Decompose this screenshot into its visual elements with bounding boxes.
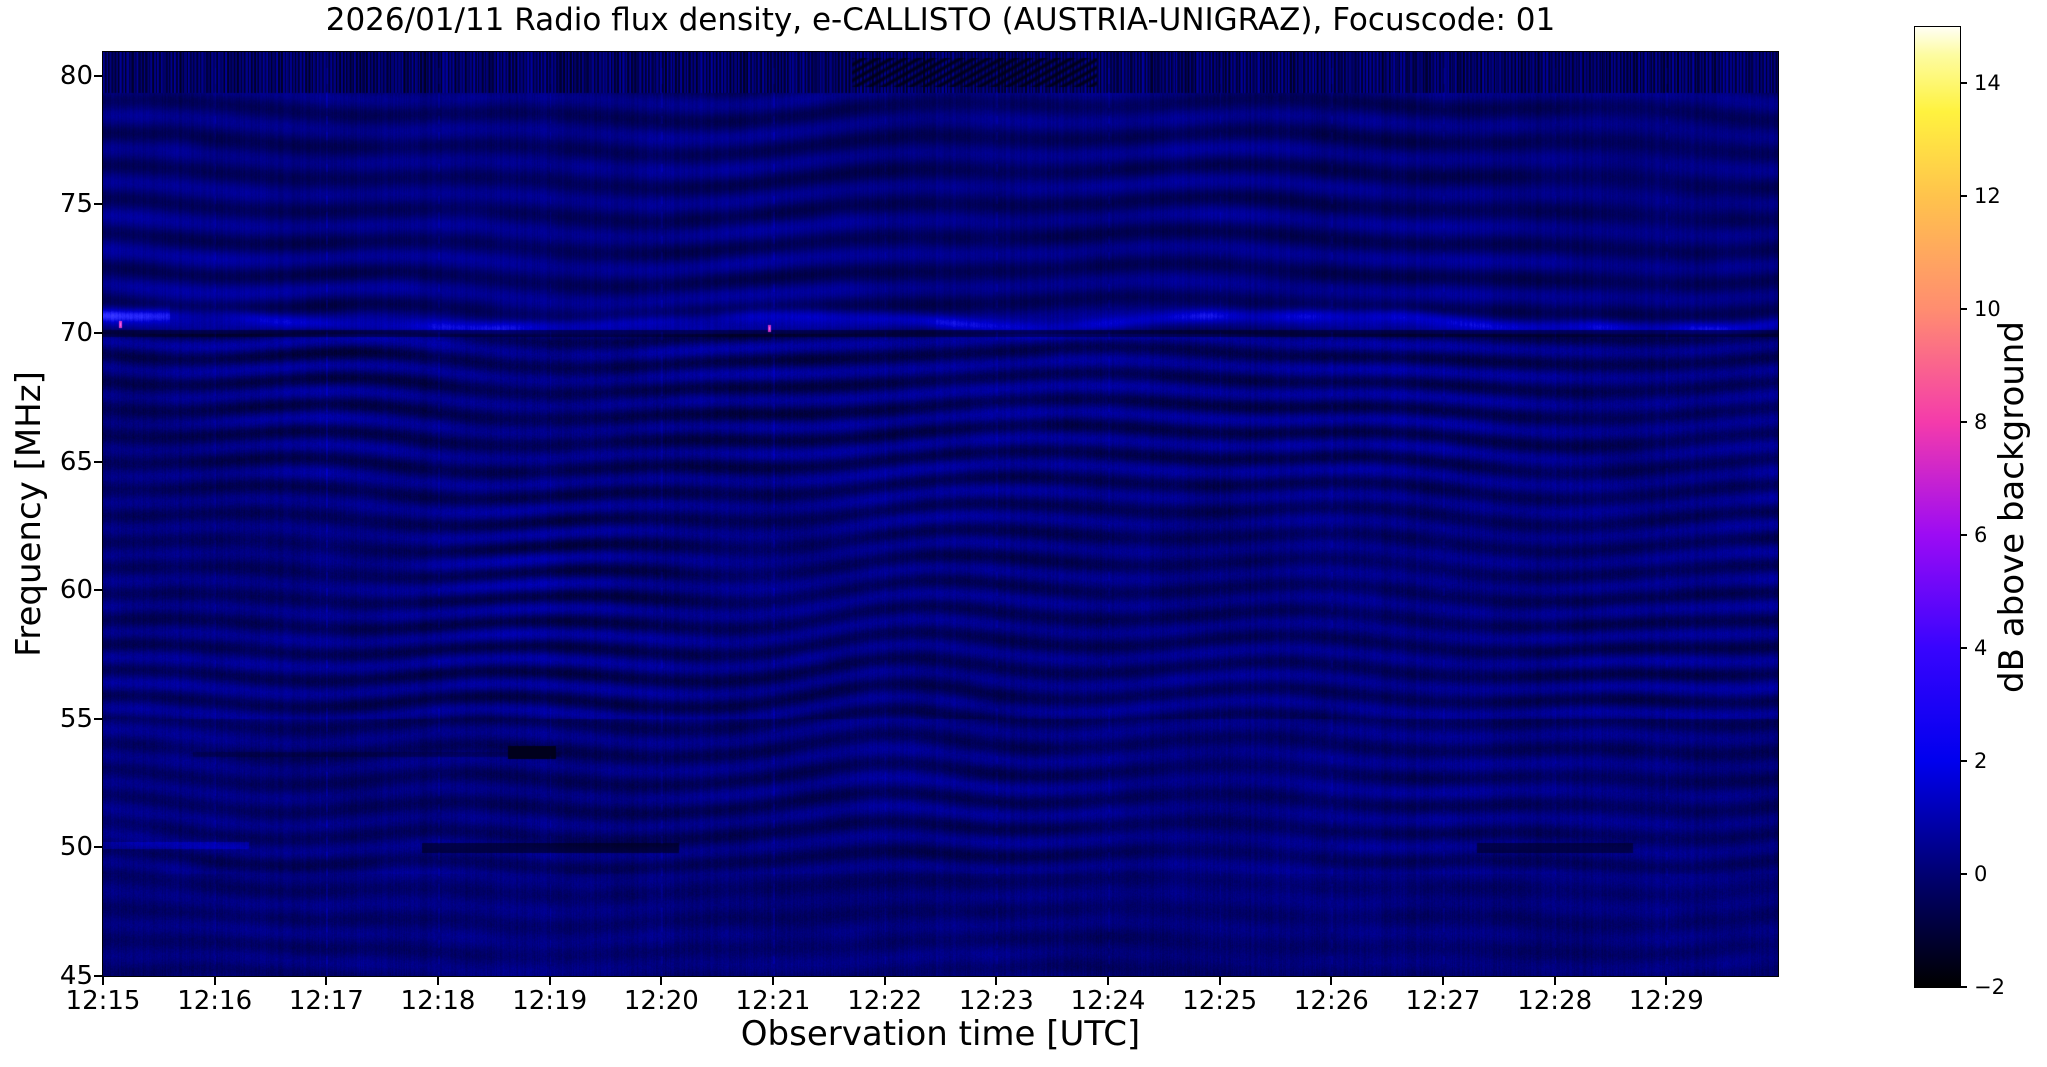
chart-title: 2026/01/11 Radio flux density, e-CALLIST… <box>325 2 1556 38</box>
colorbar-tick-mark <box>1960 534 1967 537</box>
x-tick-label: 12:20 <box>623 986 699 1016</box>
x-tick-label: 12:17 <box>288 986 364 1016</box>
x-tick-label: 12:26 <box>1293 986 1369 1016</box>
x-axis-label: Observation time [UTC] <box>740 1014 1141 1054</box>
x-tick-label: 12:24 <box>1070 986 1146 1016</box>
x-tick-mark <box>213 976 216 985</box>
x-tick-mark <box>995 976 998 985</box>
x-tick-mark <box>1553 976 1556 985</box>
x-tick-label: 12:27 <box>1405 986 1481 1016</box>
x-tick-mark <box>1107 976 1109 985</box>
colorbar-tick-mark <box>1960 760 1967 763</box>
colorbar-tick-mark <box>1960 421 1967 424</box>
y-tick-label: 60 <box>59 575 93 606</box>
y-tick-mark <box>94 717 103 720</box>
y-tick-mark <box>94 460 103 463</box>
colorbar-tick-label: 10 <box>1974 297 2001 322</box>
x-tick-label: 12:19 <box>512 986 588 1016</box>
colorbar-tick-label: 8 <box>1974 410 1988 435</box>
y-tick-label: 50 <box>59 832 93 863</box>
x-tick-mark <box>772 976 774 985</box>
x-tick-mark <box>883 976 886 985</box>
x-tick-mark <box>437 976 439 985</box>
x-tick-label: 12:29 <box>1628 986 1704 1016</box>
x-tick-mark <box>548 976 551 985</box>
y-tick-mark <box>94 203 103 206</box>
y-tick-mark <box>94 589 103 592</box>
colorbar-tick-mark <box>1960 195 1967 198</box>
y-tick-label: 45 <box>59 961 93 991</box>
x-tick-label: 12:25 <box>1182 986 1258 1016</box>
x-tick-mark <box>325 976 328 985</box>
y-tick-label: 65 <box>59 446 93 477</box>
colorbar-tick-mark <box>1960 873 1967 876</box>
y-tick-label: 55 <box>59 703 93 734</box>
colorbar-tick-label: 12 <box>1974 184 2001 209</box>
y-tick-mark <box>94 846 103 849</box>
colorbar-tick-label: 6 <box>1974 523 1988 548</box>
x-tick-label: 12:21 <box>735 986 811 1016</box>
y-tick-mark <box>94 332 103 335</box>
x-tick-mark <box>102 976 104 985</box>
x-tick-mark <box>1442 976 1444 985</box>
x-tick-mark <box>1665 976 1668 985</box>
plot-area <box>102 51 1779 977</box>
colorbar-tick-label: 4 <box>1974 636 1988 661</box>
colorbar <box>1914 26 1961 988</box>
colorbar-tick-label: 0 <box>1974 862 1988 887</box>
x-tick-label: 12:23 <box>958 986 1034 1016</box>
x-tick-mark <box>1218 976 1221 985</box>
x-tick-label: 12:18 <box>400 986 476 1016</box>
colorbar-tick-label: 2 <box>1974 749 1988 774</box>
colorbar-tick-label: −2 <box>1974 975 2005 999</box>
y-tick-mark <box>94 975 103 977</box>
colorbar-tick-mark <box>1960 986 1967 988</box>
y-tick-mark <box>94 74 103 77</box>
x-tick-mark <box>660 976 663 985</box>
colorbar-tick-label: 14 <box>1974 71 2001 96</box>
colorbar-tick-mark <box>1960 82 1967 85</box>
colorbar-label: dB above background <box>1992 321 2032 693</box>
x-tick-label: 12:28 <box>1517 986 1593 1016</box>
x-tick-label: 12:16 <box>177 986 253 1016</box>
y-tick-label: 75 <box>59 189 93 220</box>
y-tick-label: 80 <box>59 60 93 91</box>
colorbar-tick-mark <box>1960 308 1967 311</box>
spectrogram-canvas <box>103 52 1778 976</box>
colorbar-tick-mark <box>1960 647 1967 650</box>
x-tick-label: 12:22 <box>847 986 923 1016</box>
x-tick-mark <box>1330 976 1333 985</box>
x-tick-label: 12:15 <box>65 986 141 1016</box>
y-axis-label: Frequency [MHz] <box>9 371 49 657</box>
y-tick-label: 70 <box>59 318 93 349</box>
